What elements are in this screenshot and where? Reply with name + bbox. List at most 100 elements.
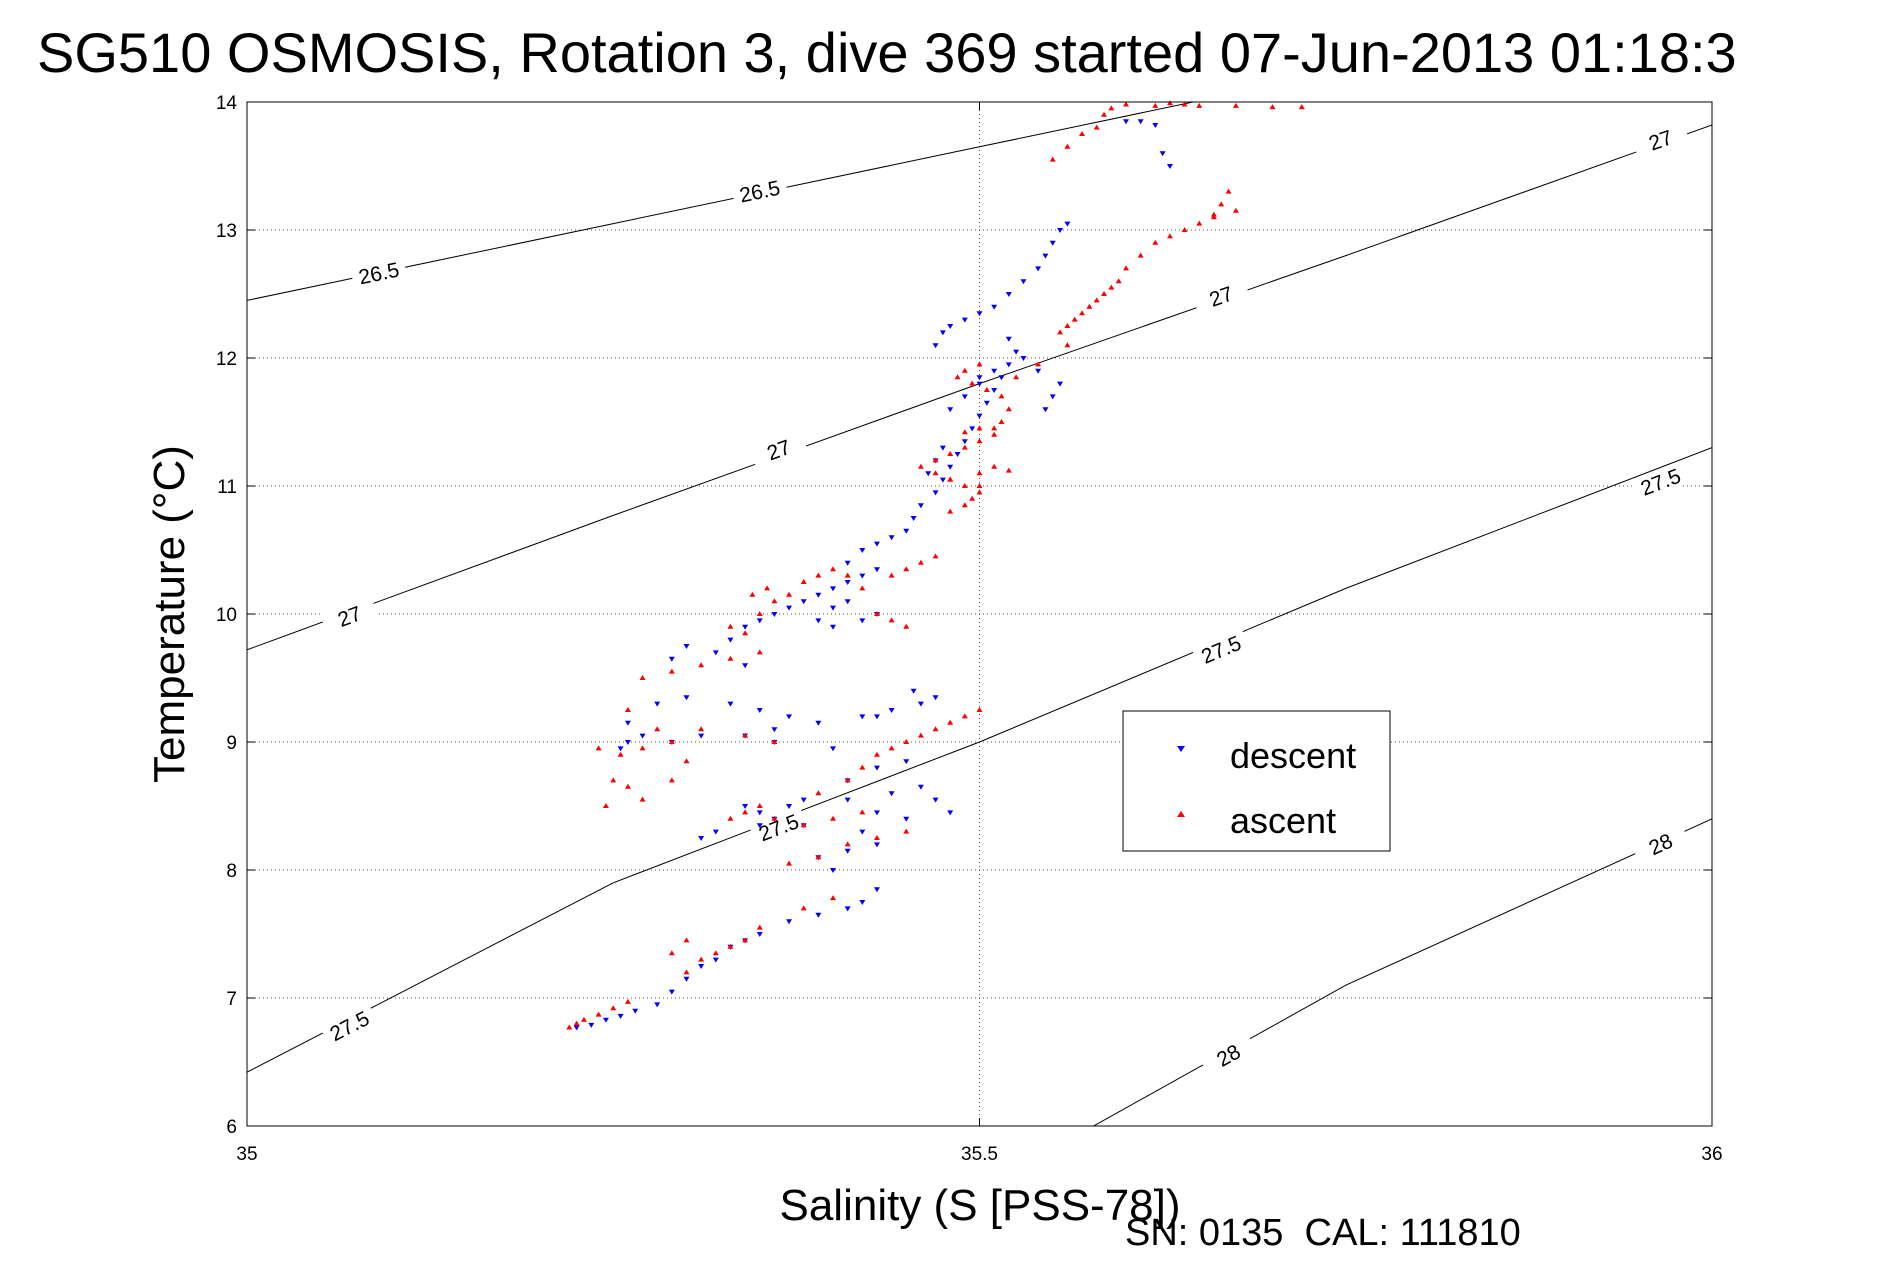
ascent-point [1152, 239, 1159, 245]
ascent-point [786, 591, 793, 597]
ascent-point [756, 803, 763, 808]
descent-point [830, 746, 836, 752]
ascent-point [1298, 104, 1305, 110]
ascent-point [771, 739, 778, 744]
descent-point [830, 605, 836, 611]
ascent-point [668, 777, 675, 783]
descent-point [939, 477, 946, 483]
chart-title: SG510 OSMOSIS, Rotation 3, dive 369 star… [37, 21, 1737, 84]
ascent-point [1123, 265, 1129, 271]
descent-point [1057, 381, 1064, 387]
descent-point [683, 976, 690, 982]
descent-point [888, 791, 895, 797]
ascent-point [947, 719, 954, 725]
ascent-point [961, 483, 968, 488]
ascent-point [1093, 297, 1100, 303]
ascent-point [1232, 207, 1239, 213]
descent-point [947, 324, 954, 329]
descent-point [983, 400, 990, 406]
descent-point [712, 957, 719, 963]
descent-point [939, 445, 946, 451]
ascent-point [749, 591, 756, 597]
descent-point [844, 580, 851, 585]
y-tick-label: 7 [226, 989, 237, 1010]
ascent-point [756, 611, 763, 616]
y-tick-label: 8 [226, 861, 237, 882]
descent-point [1137, 119, 1144, 125]
ascent-point [1166, 100, 1173, 106]
descent-point [932, 695, 939, 701]
descent-point [1005, 362, 1012, 368]
descent-point [727, 701, 734, 707]
ascent-point [1049, 156, 1056, 162]
ascent-point [932, 470, 939, 476]
descent-point [873, 887, 880, 893]
ascent-point [617, 751, 624, 757]
ascent-point [624, 783, 631, 789]
descent-point [756, 823, 763, 829]
ascent-point [991, 425, 998, 431]
descent-point [1042, 407, 1049, 413]
ascent-point [1079, 131, 1086, 136]
ascent-point [595, 745, 602, 751]
y-tick-label: 11 [217, 477, 237, 498]
axis-ticks: 35 35.5 36 6 7 8 9 10 11 12 13 14 [216, 93, 1723, 1165]
descent-point [830, 868, 836, 873]
ascent-point [1232, 102, 1239, 108]
ascent-point [983, 387, 990, 392]
isopycnal-label-bg [1191, 627, 1251, 671]
descent-point [917, 503, 924, 509]
ascent-point [947, 476, 954, 482]
ascent-point [1115, 278, 1122, 284]
ascent-point [610, 777, 617, 783]
descent-point [859, 829, 866, 835]
ascent-point [1071, 316, 1078, 322]
ascent-point [756, 924, 763, 930]
descent-point [844, 848, 851, 854]
ascent-point [969, 380, 976, 386]
ascent-point [903, 739, 910, 744]
descent-point [947, 810, 954, 816]
isopycnal-label-bg [1630, 821, 1690, 866]
ascent-point [639, 745, 646, 751]
legend-box [1122, 710, 1391, 852]
ascent-point [698, 726, 705, 732]
ascent-point [815, 790, 822, 796]
ascent-point [1269, 104, 1276, 110]
ascent-point [991, 431, 998, 437]
descent-point [859, 573, 866, 579]
descent-point [815, 592, 822, 598]
ascent-point [800, 579, 807, 584]
descent-point [903, 528, 910, 534]
ascent-point [602, 803, 609, 808]
descent-point [756, 932, 763, 937]
ascent-point [976, 707, 983, 712]
ascent-point [1101, 111, 1108, 117]
ascent-point [961, 713, 968, 719]
ascent-point [764, 585, 771, 591]
ascent-point [815, 854, 822, 860]
descent-point [969, 426, 976, 432]
x-tick-label: 35 [236, 1144, 257, 1165]
descent-point [917, 784, 924, 790]
ascent-point [727, 943, 734, 949]
ascent-point [873, 611, 880, 616]
descent-point [698, 964, 705, 969]
descent-point [786, 919, 793, 925]
ascent-point [712, 950, 719, 956]
isopycnal-label-bg [1191, 275, 1251, 316]
ascent-point [668, 950, 675, 956]
descent-point [1042, 253, 1049, 259]
descent-point [917, 701, 924, 707]
ascent-point [1218, 201, 1225, 207]
ascent-point [1181, 101, 1188, 107]
descent-point [756, 618, 763, 624]
ascent-point [903, 566, 910, 572]
y-tick-label: 12 [216, 349, 237, 370]
ascent-point [727, 623, 734, 629]
descent-point [632, 1008, 639, 1014]
descent-point [800, 599, 807, 605]
descent-point [859, 548, 866, 553]
descent-point [815, 912, 822, 918]
